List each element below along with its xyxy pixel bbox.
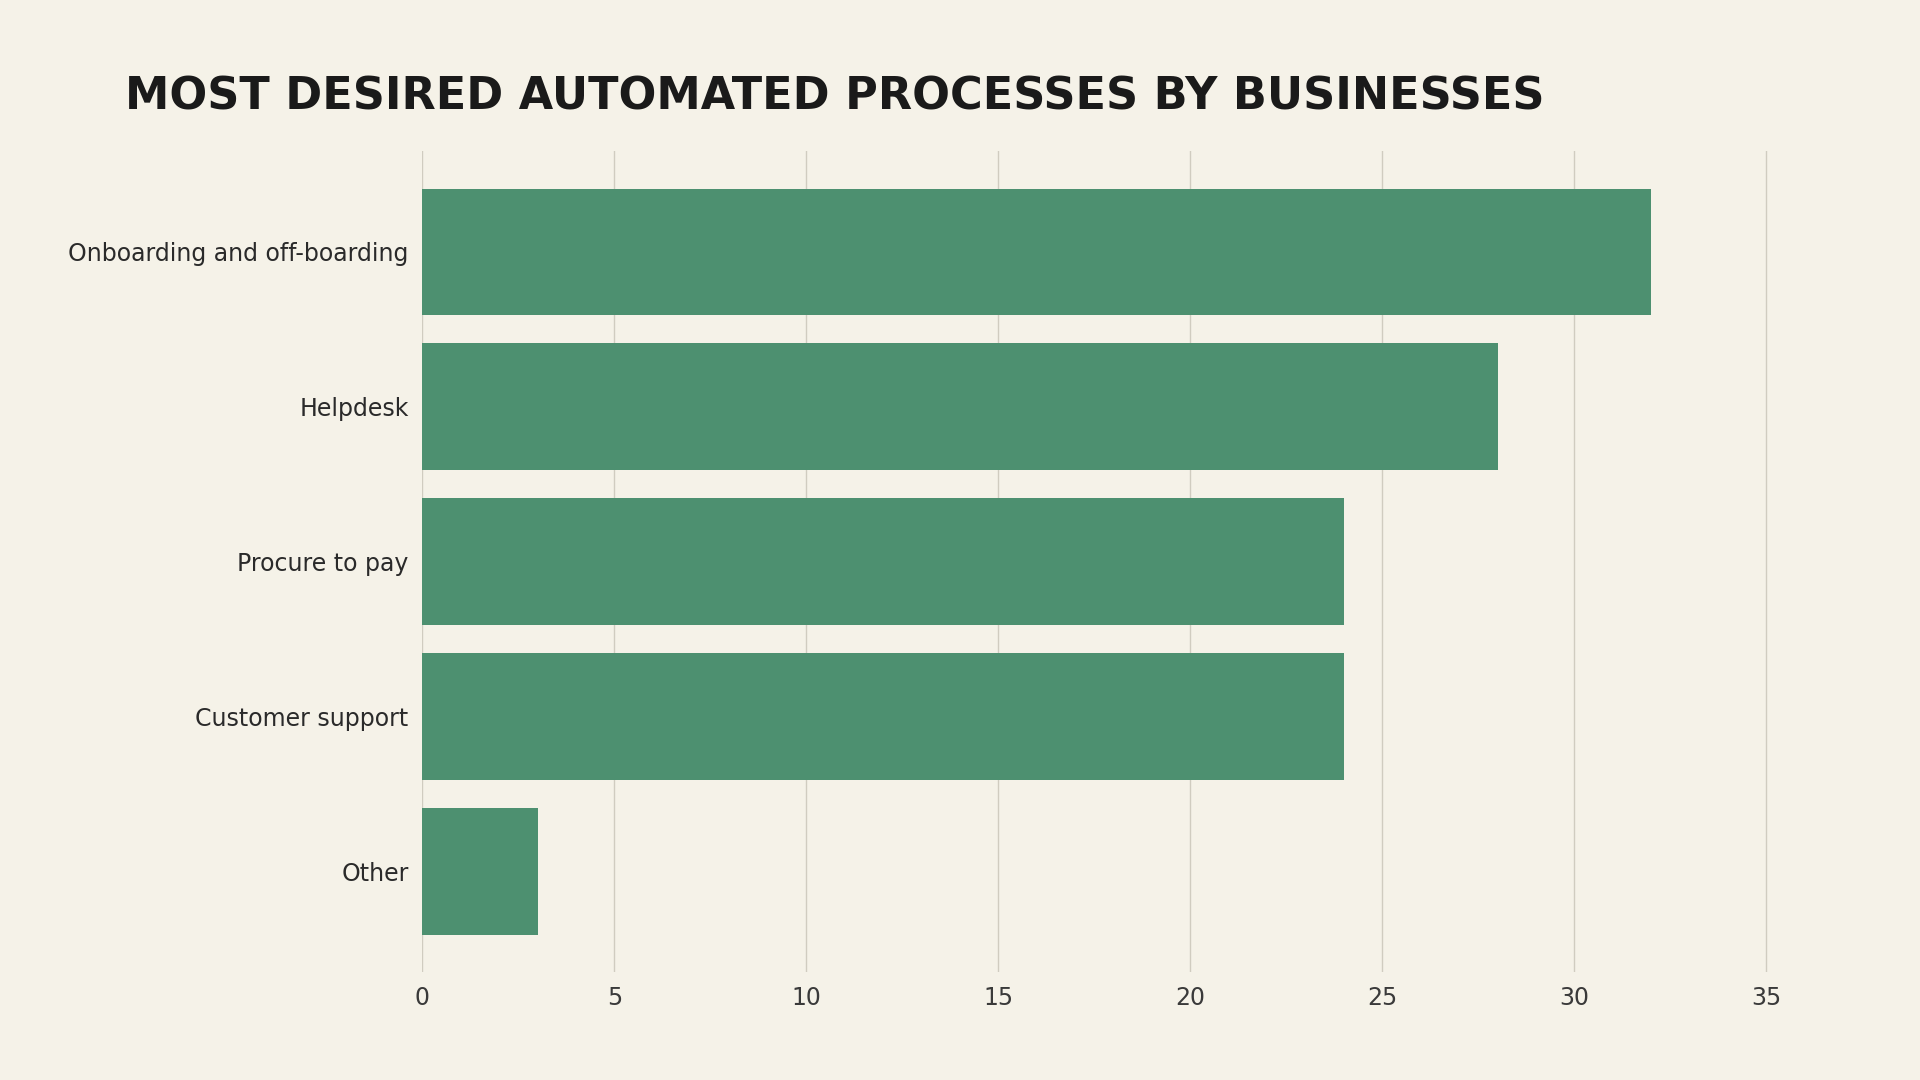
Bar [422, 189, 1651, 315]
Bar [422, 653, 1344, 780]
Bar [422, 498, 1344, 625]
Bar [422, 343, 1498, 470]
Bar [422, 808, 538, 934]
Text: MOST DESIRED AUTOMATED PROCESSES BY BUSINESSES: MOST DESIRED AUTOMATED PROCESSES BY BUSI… [125, 76, 1544, 119]
